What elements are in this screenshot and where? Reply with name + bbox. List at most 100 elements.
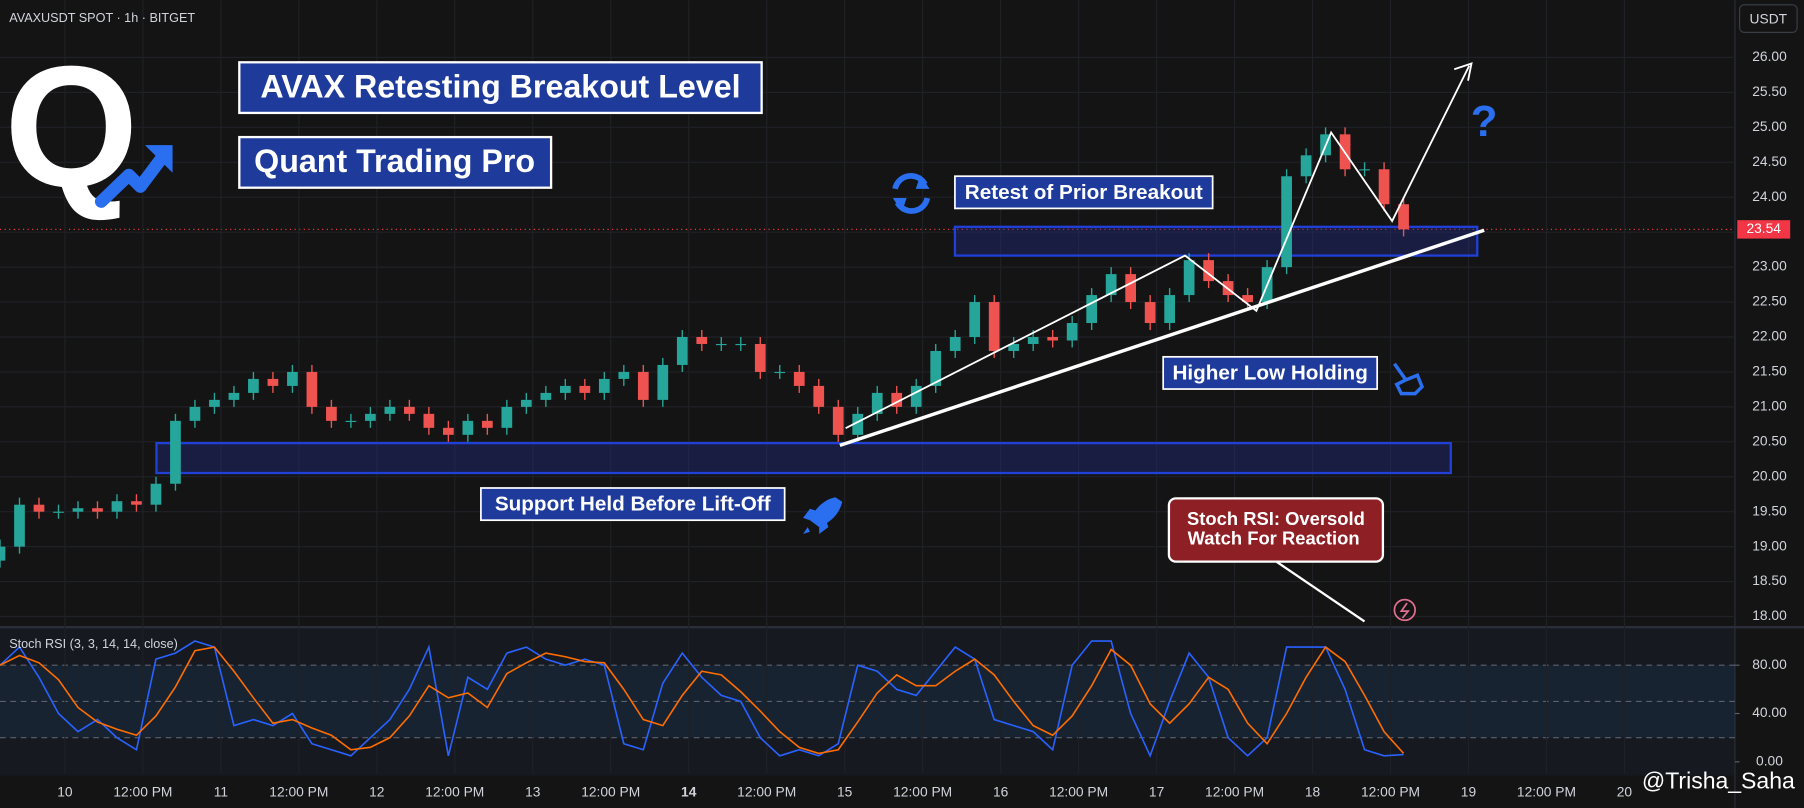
y-tick-label: 0.00 bbox=[1756, 753, 1783, 768]
candle-body bbox=[1203, 260, 1214, 282]
candle-body bbox=[1066, 323, 1078, 341]
alert-icon bbox=[1393, 598, 1416, 622]
candle-body bbox=[988, 302, 1000, 351]
rocket-icon bbox=[803, 497, 843, 535]
retest-label: Retest of Prior Breakout bbox=[965, 181, 1203, 204]
y-tick-label: 24.50 bbox=[1752, 154, 1787, 169]
breakout-zone bbox=[953, 225, 1479, 257]
stoch-note: Watch For Reaction bbox=[1188, 528, 1360, 549]
y-tick-label: 19.00 bbox=[1752, 538, 1787, 553]
x-tick-label: 15 bbox=[837, 785, 853, 800]
candle-body bbox=[1359, 169, 1370, 171]
arrow-head bbox=[1453, 62, 1473, 81]
x-tick-label: 18 bbox=[1305, 785, 1321, 800]
candle-body bbox=[832, 406, 844, 435]
candle-body bbox=[150, 483, 162, 505]
candle-body bbox=[598, 378, 610, 393]
x-tick-label: 19 bbox=[1461, 785, 1477, 800]
candle-body bbox=[520, 399, 532, 407]
x-tick-label: 12:00 PM bbox=[581, 785, 640, 800]
candle-body bbox=[345, 420, 357, 422]
currency-box[interactable] bbox=[1738, 4, 1798, 33]
logo: Q bbox=[4, 30, 138, 223]
candle-body bbox=[267, 378, 279, 386]
x-tick-label: 14 bbox=[681, 785, 697, 800]
stoch-note: Stoch RSI: Oversold bbox=[1187, 508, 1365, 529]
currency[interactable]: USDT bbox=[1750, 11, 1788, 26]
candle-body bbox=[774, 371, 786, 374]
support-box bbox=[480, 487, 786, 522]
x-tick-label: 12:00 PM bbox=[1205, 785, 1264, 800]
title: AVAX Retesting Breakout Level bbox=[260, 68, 740, 104]
candle-body bbox=[1300, 155, 1312, 177]
y-tick-label: 22.00 bbox=[1752, 329, 1787, 344]
candle-body bbox=[696, 336, 708, 344]
candle-body bbox=[53, 511, 64, 513]
candle-body bbox=[1378, 169, 1390, 205]
candle-body bbox=[306, 371, 318, 407]
brand-box bbox=[238, 135, 553, 189]
logo-arrow-head bbox=[144, 145, 173, 173]
brand: Quant Trading Pro bbox=[254, 143, 535, 179]
candle-body bbox=[1008, 343, 1020, 351]
support-zone bbox=[155, 441, 1452, 475]
x-tick-label: 12:00 PM bbox=[113, 785, 172, 800]
candle-body bbox=[443, 427, 454, 435]
candle-body bbox=[0, 546, 6, 561]
candle-body bbox=[871, 392, 883, 414]
y-tick-label: 19.50 bbox=[1752, 503, 1787, 518]
indicator-title: Stoch RSI (3, 3, 14, 14, close) bbox=[9, 637, 178, 651]
stoch-line bbox=[0, 645, 1405, 755]
candle-body bbox=[189, 406, 201, 421]
candle-body bbox=[579, 385, 591, 393]
title-box bbox=[238, 61, 763, 115]
candle-body bbox=[423, 413, 435, 428]
candle-body bbox=[1086, 295, 1098, 324]
candle-body bbox=[618, 371, 630, 379]
candle-body bbox=[111, 501, 123, 512]
retest-box bbox=[954, 175, 1214, 210]
x-tick-label: 20 bbox=[1617, 785, 1633, 800]
y-tick-label: 18.50 bbox=[1752, 573, 1787, 588]
candle-body bbox=[1105, 274, 1117, 296]
y-tick-label: 25.00 bbox=[1752, 119, 1787, 134]
y-tick-label: 23.00 bbox=[1752, 259, 1787, 274]
question-mark: ? bbox=[1471, 97, 1498, 146]
candle-body bbox=[462, 420, 474, 435]
stoch-line bbox=[0, 640, 1404, 758]
candle-body bbox=[92, 508, 103, 512]
candle-body bbox=[1398, 204, 1409, 230]
candle-body bbox=[676, 336, 688, 365]
y-tick-label: 40.00 bbox=[1752, 705, 1787, 720]
support-label: Support Held Before Lift-Off bbox=[495, 493, 771, 516]
candle-body bbox=[540, 392, 552, 400]
candle-body bbox=[813, 385, 825, 407]
logo-arrow bbox=[94, 152, 168, 208]
watermark: @Trisha_Saha bbox=[1642, 768, 1795, 794]
last-price-box bbox=[1737, 220, 1791, 239]
x-tick-label: 17 bbox=[1149, 785, 1164, 800]
candle-body bbox=[559, 385, 571, 393]
alert-bolt bbox=[1399, 602, 1411, 619]
higher-low-label: Higher Low Holding bbox=[1172, 362, 1367, 385]
candle-body bbox=[131, 501, 142, 505]
refresh-arrow bbox=[892, 198, 907, 212]
candle-body bbox=[72, 508, 84, 512]
y-tick-label: 22.50 bbox=[1752, 294, 1787, 309]
y-tick-label: 20.00 bbox=[1752, 468, 1787, 483]
x-tick-label: 16 bbox=[993, 785, 1009, 800]
candle-body bbox=[1047, 336, 1059, 341]
y-tick-label: 21.00 bbox=[1752, 399, 1787, 414]
x-tick-label: 12:00 PM bbox=[1049, 785, 1108, 800]
candle-body bbox=[949, 336, 961, 351]
candle-body bbox=[852, 413, 864, 435]
candle-body bbox=[33, 504, 45, 512]
candle-body bbox=[287, 371, 298, 386]
candle-body bbox=[14, 504, 25, 547]
indicator-panel bbox=[0, 628, 1735, 776]
candle-body bbox=[228, 392, 240, 400]
trend-line bbox=[839, 228, 1485, 448]
stoch-note-box bbox=[1167, 497, 1385, 563]
